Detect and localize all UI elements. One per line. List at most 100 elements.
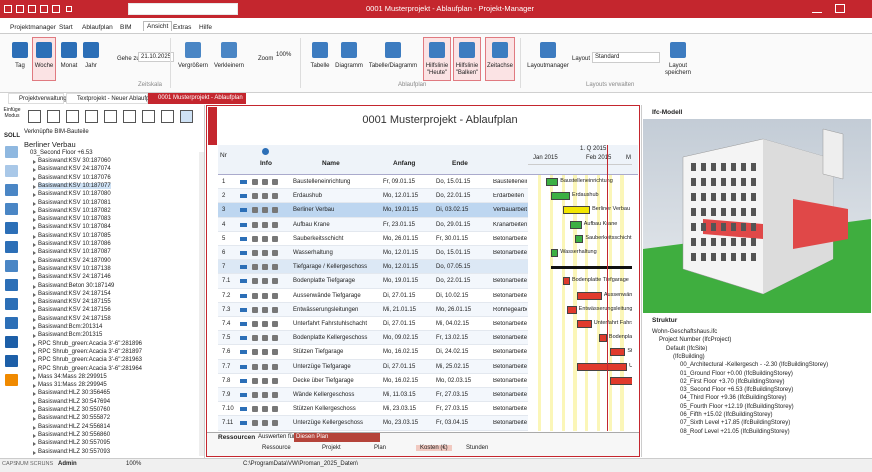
row-number[interactable]: 5 bbox=[222, 235, 226, 242]
struktur-item[interactable]: 08_Roof Level +21.05 (IfcBuildingStorey) bbox=[680, 428, 790, 435]
task-name[interactable]: Berliner Verbau bbox=[293, 207, 335, 214]
tree-item[interactable]: RPC Shrub_green:Acacia 3'-6":281964 bbox=[38, 365, 143, 372]
tree-item[interactable]: Basiswand:KSV 30:187060 bbox=[38, 158, 111, 164]
tree-item[interactable]: Basiswand:HLZ 24:556814 bbox=[38, 423, 111, 430]
tree-item[interactable]: Basiswand:KSV 24:187156 bbox=[38, 307, 111, 314]
window-control[interactable] bbox=[857, 4, 867, 13]
tree-item[interactable]: Basiswand:KSV 24:187154 bbox=[38, 290, 111, 297]
ifc-3d-view[interactable] bbox=[643, 119, 871, 313]
tree-item[interactable]: Basiswand:KSV 10:187085 bbox=[38, 232, 111, 239]
struktur-item[interactable]: 04_Third Floor +9.36 (IfcBuildingStorey) bbox=[680, 395, 787, 402]
row-number[interactable]: 7.6 bbox=[222, 349, 231, 356]
tree-item[interactable]: Basiswand:Bcm:201314 bbox=[38, 324, 103, 330]
task-name[interactable]: Bodenplatte Tiefgarage bbox=[293, 278, 356, 285]
document-tab[interactable]: 0001 Musterprojekt - Ablaufplan bbox=[148, 93, 246, 104]
tree-item[interactable]: Basiswand:Bcm:201315 bbox=[38, 332, 103, 339]
column-header[interactable]: Anfang bbox=[393, 160, 416, 167]
struktur-item[interactable]: Default (IfcSite) bbox=[666, 345, 708, 352]
resource-column[interactable]: Kosten (€) bbox=[416, 445, 452, 451]
menu-tab[interactable]: Hilfe bbox=[199, 24, 213, 31]
tree-item[interactable]: RPC Shrub_green:Acacia 3'-6":281897 bbox=[38, 348, 143, 355]
tree-item[interactable]: Basiswand:HLZ 30:356465 bbox=[38, 390, 111, 397]
document-tab[interactable]: Textprojekt - Neuer Ablaufplan bbox=[66, 93, 157, 104]
task-name[interactable]: Entwässerungsleitungen bbox=[293, 306, 359, 313]
column-header[interactable]: Nr bbox=[220, 152, 227, 159]
task-name[interactable]: Stützen Tiefgarage bbox=[293, 349, 344, 356]
task-name[interactable]: Wände Kellergeschoss bbox=[293, 392, 355, 398]
row-number[interactable]: 6 bbox=[222, 250, 226, 256]
row-number[interactable]: 4 bbox=[222, 221, 226, 228]
tree-item[interactable]: Mass 31:Mass 28:299945 bbox=[38, 382, 107, 389]
menu-tab[interactable]: BIM bbox=[120, 24, 132, 31]
tree-item[interactable]: Basiswand:KSV 10:187084 bbox=[38, 224, 111, 231]
row-number[interactable]: 7 bbox=[222, 264, 226, 271]
struktur-item[interactable]: 01_Ground Floor +0.00 (IfcBuildingStorey… bbox=[680, 370, 793, 377]
row-number[interactable]: 7.11 bbox=[222, 420, 234, 427]
resource-column[interactable]: Plan bbox=[374, 445, 387, 451]
tree-item[interactable]: Basiswand:HLZ 30:556860 bbox=[38, 431, 111, 438]
document-tab[interactable]: Projektverwaltung bbox=[8, 93, 67, 104]
tree-item[interactable]: Basiswand:KSV 24:187074 bbox=[38, 166, 111, 173]
task-name[interactable]: Aufbau Krane bbox=[293, 221, 330, 228]
row-number[interactable]: 7.7 bbox=[222, 363, 231, 370]
tree-item[interactable]: Basiswand:KSV 10:187087 bbox=[38, 249, 111, 256]
resource-column[interactable]: Stunden bbox=[466, 445, 489, 451]
row-number[interactable]: 7.9 bbox=[222, 392, 231, 398]
tree-item[interactable]: Basiswand:KSV 10:187081 bbox=[38, 199, 111, 206]
row-number[interactable]: 7.8 bbox=[222, 377, 231, 384]
row-number[interactable]: 2 bbox=[222, 193, 226, 200]
task-name[interactable]: Sauberkeitsschicht bbox=[293, 235, 344, 242]
task-name[interactable]: Stützen Kellergeschoss bbox=[293, 406, 356, 413]
column-header[interactable]: Name bbox=[322, 160, 340, 167]
tree-item[interactable]: Basiswand:KSV 24:187090 bbox=[38, 257, 111, 264]
struktur-item[interactable]: Project Number (IfcProject) bbox=[659, 337, 732, 344]
row-number[interactable]: 7.5 bbox=[222, 335, 231, 342]
struktur-item[interactable]: Wohn-Geschaftshaus.ifc bbox=[652, 329, 718, 335]
column-header[interactable]: Ende bbox=[452, 160, 468, 167]
row-number[interactable]: 7.4 bbox=[222, 321, 231, 327]
tree-item[interactable]: Basiswand:KSV 10:187083 bbox=[38, 216, 111, 223]
goto-date[interactable]: 21.10.2025 bbox=[138, 52, 175, 62]
mode-label[interactable]: Einfüge Modus bbox=[3, 107, 21, 119]
struktur-item[interactable]: 07_Sixth Level +17.85 (IfcBuildingStorey… bbox=[680, 420, 791, 427]
window-control[interactable] bbox=[835, 4, 845, 13]
tree-item[interactable]: Basiswand:KSV 10:187080 bbox=[38, 191, 111, 198]
task-name[interactable]: Unterzüge Kellergeschoss bbox=[293, 420, 364, 427]
task-name[interactable]: Wasserhaltung bbox=[293, 250, 333, 256]
struktur-item[interactable]: 05_Fourth Floor +12.19 (IfcBuildingStore… bbox=[680, 403, 794, 410]
resource-column[interactable]: Ressource bbox=[262, 445, 291, 451]
row-number[interactable]: 7.10 bbox=[222, 406, 234, 413]
task-name[interactable]: Unterzüge Tiefgarage bbox=[293, 363, 351, 370]
tree-item[interactable]: Basiswand:HLZ 30:547694 bbox=[38, 398, 111, 405]
struktur-item[interactable]: 03_Second Floor +6.53 (IfcBuildingStorey… bbox=[680, 387, 794, 394]
struktur-item[interactable]: 02_First Floor +3.70 (IfcBuildingStorey) bbox=[680, 378, 785, 385]
task-name[interactable]: Erdaushub bbox=[293, 193, 323, 200]
tree-item[interactable]: Basiswand:KSV 10:187138 bbox=[38, 265, 111, 272]
ribbon-button[interactable] bbox=[453, 37, 481, 81]
row-number[interactable]: 3 bbox=[222, 207, 226, 214]
tree-item[interactable]: Basiswand:KSV 10:187076 bbox=[38, 174, 111, 181]
resource-column[interactable]: Projekt bbox=[322, 445, 341, 451]
tree-item[interactable]: Basiswand:HLZ 30:557093 bbox=[38, 448, 111, 455]
tree-item[interactable]: Basiswand:KSV 10:187082 bbox=[38, 207, 111, 214]
row-number[interactable]: 7.1 bbox=[222, 278, 231, 285]
tree-item[interactable]: Mass 34:Mass 28:299915 bbox=[38, 373, 107, 380]
zoom-value[interactable]: 100% bbox=[276, 52, 292, 58]
menu-tab[interactable]: Start bbox=[59, 24, 73, 31]
menu-tab[interactable]: Projektmanager bbox=[10, 24, 56, 31]
tree-item[interactable]: RPC Shrub_green:Acacia 3'-6":281896 bbox=[38, 340, 143, 347]
tree-item[interactable]: Basiswand:Beton 30:187149 bbox=[38, 282, 115, 289]
tree-item[interactable]: RPC Shrub_green:Acacia 3'-6":281963 bbox=[38, 357, 143, 364]
tree-root[interactable]: 03_Second Floor +6.53 bbox=[30, 150, 93, 156]
window-control[interactable] bbox=[812, 4, 822, 13]
struktur-item[interactable]: (IfcBuilding) bbox=[673, 353, 705, 360]
struktur-item[interactable]: 00_Architectural -Kellergesch - -2.30 (I… bbox=[680, 362, 829, 369]
search-box[interactable] bbox=[128, 3, 238, 15]
task-name[interactable]: Tiefgarage / Kellergeschoss bbox=[293, 264, 368, 271]
row-number[interactable]: 7.3 bbox=[222, 306, 231, 313]
menu-tab[interactable]: Ansicht bbox=[143, 21, 173, 31]
menu-tab[interactable]: Extras bbox=[173, 24, 192, 31]
tree-item[interactable]: Basiswand:KSV 24:187146 bbox=[38, 274, 111, 281]
row-number[interactable]: 1 bbox=[222, 179, 226, 185]
struktur-item[interactable]: 06_Fifth +15.02 (IfcBuildingStorey) bbox=[680, 412, 773, 418]
